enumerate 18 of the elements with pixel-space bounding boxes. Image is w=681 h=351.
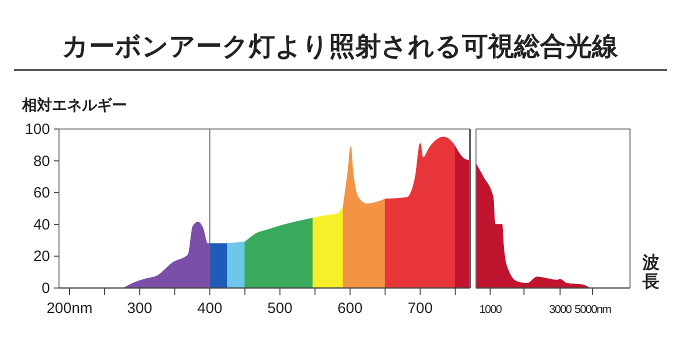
y-tick-label: 80 — [33, 152, 50, 170]
x-tick-label: 600 — [338, 300, 363, 317]
y-tick-label: 40 — [33, 216, 50, 234]
x-tick-label: 200nm — [46, 300, 92, 317]
x-axis-title: 波長 — [642, 253, 660, 291]
y-tick-label: 20 — [33, 248, 50, 266]
x-tick-label: 5000nm — [574, 304, 611, 316]
x-tick-label: 500 — [267, 300, 292, 317]
x-tick-label: 300 — [127, 300, 152, 317]
x-tick-label: 1000 — [479, 304, 502, 316]
x-tick-label: 3000 — [549, 304, 572, 316]
x-tick-label: 700 — [408, 300, 433, 317]
y-tick-label: 100 — [24, 121, 50, 138]
y-tick-label: 0 — [42, 280, 50, 297]
x-tick-label: 400 — [197, 300, 222, 317]
y-tick-label: 60 — [33, 184, 50, 202]
y-axis-title: 相対エネルギー — [21, 96, 127, 114]
chart-title: カーボンアーク灯より照射される可視総合光線 — [62, 31, 619, 61]
